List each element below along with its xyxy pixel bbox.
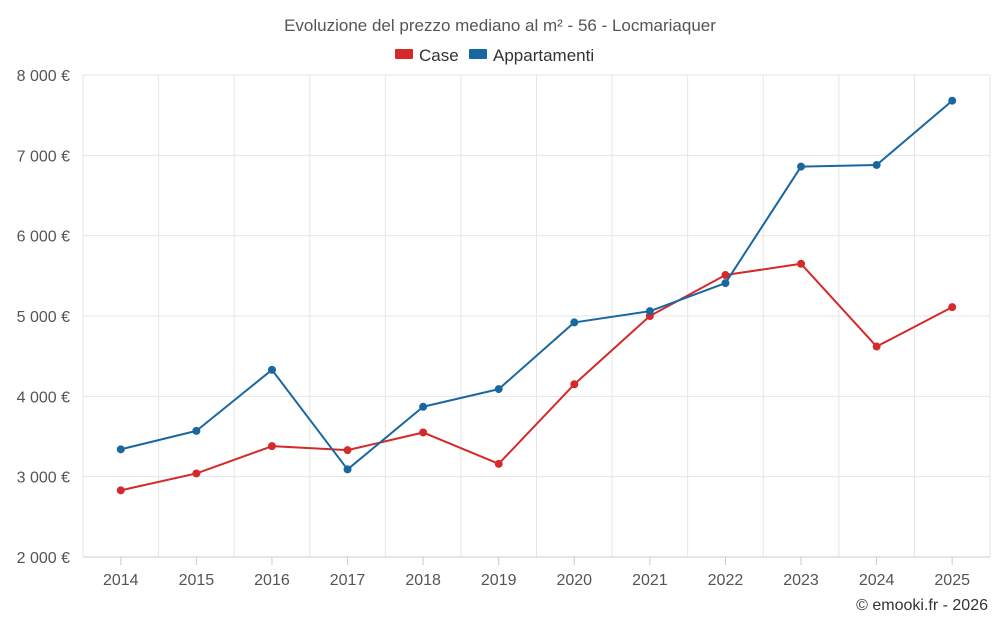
- data-point-case[interactable]: [494, 459, 503, 468]
- legend: Case Appartamenti: [395, 46, 594, 65]
- data-point-appartamenti[interactable]: [645, 307, 654, 316]
- chart-title: Evoluzione del prezzo mediano al m² - 56…: [284, 16, 716, 35]
- data-point-case[interactable]: [192, 469, 201, 478]
- x-axis: 2014 2015 2016 2017 2018 2019 2020 2021 2022 2023…: [83, 556, 990, 589]
- y-tick-label: 5 000 €: [17, 309, 70, 326]
- data-point-appartamenti[interactable]: [192, 426, 201, 435]
- x-tick-label: 2018: [405, 572, 441, 589]
- data-point-appartamenti[interactable]: [343, 465, 352, 474]
- y-axis: 2 000 € 3 000 € 4 000 € 5 000 € 6 000 € 7 000…: [17, 68, 70, 567]
- credit-text: © emooki.fr - 2026: [856, 597, 988, 614]
- data-point-appartamenti[interactable]: [419, 402, 428, 411]
- series: [116, 96, 957, 495]
- x-tick-label: 2014: [103, 572, 139, 589]
- x-tick-label: 2016: [254, 572, 290, 589]
- legend-item-case[interactable]: Case: [395, 46, 459, 65]
- x-tick-label: 2025: [934, 572, 970, 589]
- x-tick-label: 2017: [330, 572, 366, 589]
- x-tick-label: 2019: [481, 572, 517, 589]
- y-tick-label: 2 000 €: [17, 550, 70, 567]
- data-point-case[interactable]: [267, 442, 276, 451]
- legend-label-case: Case: [419, 46, 459, 65]
- data-point-case[interactable]: [343, 446, 352, 455]
- data-point-appartamenti[interactable]: [494, 385, 503, 394]
- data-point-appartamenti[interactable]: [570, 318, 579, 327]
- legend-swatch-appartamenti: [469, 49, 487, 59]
- y-tick-label: 7 000 €: [17, 148, 70, 165]
- data-point-appartamenti[interactable]: [797, 162, 806, 171]
- data-point-appartamenti[interactable]: [872, 160, 881, 169]
- data-point-case[interactable]: [116, 486, 125, 495]
- data-point-case[interactable]: [872, 342, 881, 351]
- x-tick-label: 2024: [859, 572, 895, 589]
- y-tick-label: 3 000 €: [17, 470, 70, 487]
- x-tick-label: 2020: [556, 572, 592, 589]
- series-line-appartamenti: [120, 99, 953, 471]
- legend-label-appartamenti: Appartamenti: [493, 46, 594, 65]
- x-tick-label: 2015: [179, 572, 215, 589]
- y-tick-label: 8 000 €: [17, 68, 70, 85]
- legend-item-appartamenti[interactable]: Appartamenti: [469, 46, 594, 65]
- series-appartamenti: [116, 96, 957, 474]
- data-point-case[interactable]: [419, 428, 428, 437]
- data-point-appartamenti[interactable]: [116, 445, 125, 454]
- y-tick-label: 6 000 €: [17, 229, 70, 246]
- data-point-appartamenti[interactable]: [721, 279, 730, 288]
- x-tick-label: 2021: [632, 572, 668, 589]
- x-tick-label: 2023: [783, 572, 819, 589]
- gridlines: [82, 74, 991, 558]
- data-point-appartamenti[interactable]: [267, 365, 276, 374]
- data-point-case[interactable]: [797, 259, 806, 268]
- x-tick-label: 2022: [708, 572, 744, 589]
- data-point-case[interactable]: [570, 380, 579, 389]
- series-line-case: [120, 262, 953, 492]
- data-point-case[interactable]: [948, 303, 957, 312]
- legend-swatch-case: [395, 49, 413, 59]
- data-point-case[interactable]: [721, 271, 730, 280]
- y-tick-label: 4 000 €: [17, 389, 70, 406]
- series-case: [116, 259, 957, 495]
- data-point-appartamenti[interactable]: [948, 96, 957, 105]
